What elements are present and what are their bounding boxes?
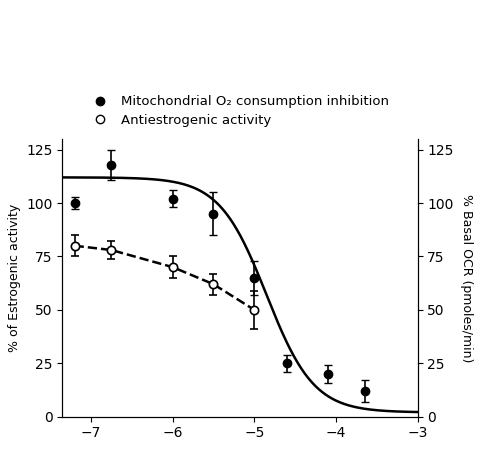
Legend: Mitochondrial O₂ consumption inhibition, Antiestrogenic activity: Mitochondrial O₂ consumption inhibition,…: [87, 95, 389, 127]
Y-axis label: % Basal OCR (pmoles/min): % Basal OCR (pmoles/min): [460, 194, 473, 362]
Y-axis label: % of Estrogenic activity: % of Estrogenic activity: [8, 204, 21, 352]
